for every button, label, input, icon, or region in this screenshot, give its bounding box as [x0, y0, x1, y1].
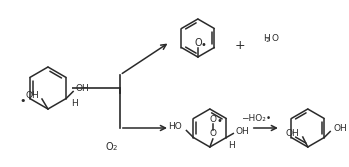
Text: •: •	[217, 116, 223, 126]
Text: H: H	[71, 99, 77, 108]
Text: O: O	[209, 128, 216, 137]
Text: H: H	[263, 34, 269, 42]
Text: OH: OH	[75, 84, 89, 93]
Text: 2: 2	[266, 38, 270, 42]
Text: OH: OH	[236, 127, 249, 136]
Text: O: O	[105, 142, 113, 152]
Text: H: H	[228, 141, 235, 150]
Text: OH: OH	[286, 128, 300, 137]
Text: OH: OH	[25, 91, 39, 100]
Text: O: O	[194, 38, 202, 48]
Text: OH: OH	[333, 124, 347, 133]
Text: O: O	[272, 34, 279, 42]
Text: +: +	[235, 39, 245, 51]
Text: HO: HO	[169, 122, 182, 131]
Text: 2: 2	[112, 145, 117, 151]
Text: •: •	[20, 96, 26, 106]
Text: O: O	[209, 115, 216, 124]
Text: •: •	[201, 40, 207, 50]
Text: −HO₂•: −HO₂•	[241, 114, 271, 123]
